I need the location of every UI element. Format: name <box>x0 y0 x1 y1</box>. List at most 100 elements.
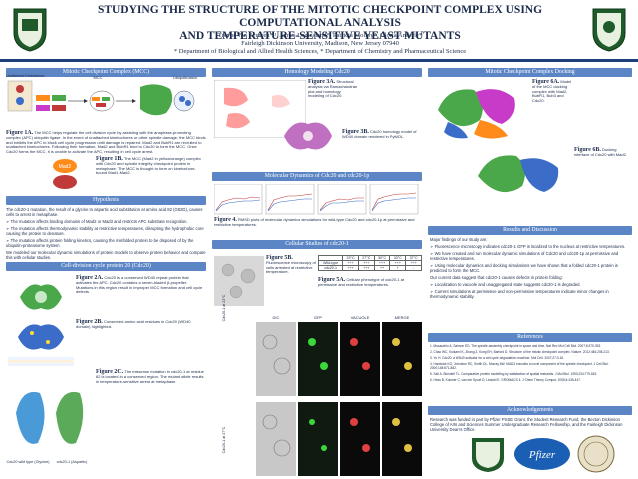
fdu-logo-ack <box>472 438 504 472</box>
micro-col-gfp: GFP <box>313 315 323 320</box>
reference-item: 6. Hess B, Kutzner C, van der Spoel D, L… <box>430 378 581 382</box>
results-f2: ➢ Current simulations at permissive and … <box>430 289 609 299</box>
figure-2a-structure <box>20 284 62 310</box>
section-header-mcc: Mitotic Checkpoint Complex (MCC) <box>6 68 206 77</box>
figure-3a-title: Figure 3A. <box>308 79 336 85</box>
mad2-label: Mad2 <box>59 164 72 170</box>
figure-6b-docking <box>478 155 559 193</box>
figure-6b-caption: Figure 6B. Docking interface of Cdc20 wi… <box>574 147 632 158</box>
section-header-results: Results and Discussion <box>428 226 632 235</box>
results-intro: Major findings of our study are: <box>430 237 488 242</box>
section-header-docking: Mitotic Checkpoint Complex Docking <box>428 68 632 77</box>
figure-2c-text: The missense mutation in cdc20-1 at resi… <box>96 369 204 384</box>
figure-5b-text: Fluorescence microscopy of cells arreste… <box>266 259 316 275</box>
label-mcc: MCC <box>93 75 103 80</box>
figure-2b-caption: Figure 2B. Conserved amino acid residues… <box>76 319 204 330</box>
table-cell: +++ <box>342 265 359 271</box>
pfizer-logo: Pfizer <box>514 438 570 470</box>
figure-2c-structures <box>16 391 84 444</box>
figure-2b-title: Figure 2B. <box>76 319 103 325</box>
reference-item: 5. Sali A, Blundell TL. Comparative prot… <box>430 372 598 376</box>
reference-item: 2. Chao WC, Kulkarni K, Zhang Z, Kong EH… <box>430 350 610 354</box>
label-unattached: Unattached Kinetochore <box>6 74 45 78</box>
poster-title: STUDYING THE STRUCTURE OF THE MITOTIC CH… <box>60 4 580 43</box>
section-header-ack: Acknowledgements <box>428 406 632 415</box>
university-logo-right <box>592 8 626 52</box>
figure-5a-title: Figure 5A. <box>318 277 346 283</box>
figure-1b-diagram: Mad2 <box>53 159 77 189</box>
reference-item: 4. Hardwick KG, Johnston RC, Smith DL, M… <box>430 362 609 370</box>
hypothesis-text: The cdc20-1 mutation, the result of a gl… <box>6 207 206 262</box>
figure-6a-docking <box>438 89 515 139</box>
results-1: ➢ Fluorescence microscopy indicates cdc2… <box>430 244 626 249</box>
hypothesis-2: ➢ The mutation affects thermodynamic sta… <box>6 226 204 236</box>
table-row: cdc20-1 +++ +++ ++ + - <box>317 265 422 271</box>
table-header-row: 23°C 27°C 30°C 33°C 37°C <box>317 255 422 261</box>
affiliation-2: * Department of Biological and Allied He… <box>173 48 467 55</box>
section-header-cellular: Cellular Studies of cdc20-1 <box>212 240 422 249</box>
strain-label-mutant: cdc20-1 (Aspartic) <box>56 460 88 464</box>
hypothesis-1: ➢ The mutation affects binding domains o… <box>6 219 188 224</box>
figure-1b-title: Figure 1B. <box>96 156 123 162</box>
label-ubiquitination: Ubiquitination <box>172 75 198 80</box>
reference-item: 3. Yu H. Cdc20: a WD40 activator for a c… <box>430 356 565 360</box>
figure-5a-text: Cellular phenotype of cdc20-1 at permiss… <box>318 277 404 287</box>
figure-3b-title: Figure 3B. <box>342 129 369 135</box>
table-cell: +++ <box>357 265 375 271</box>
figure-5b-cells <box>214 256 264 306</box>
figure-3b-model <box>284 122 332 150</box>
results-text: Major findings of our study are: ➢ Fluor… <box>430 237 630 301</box>
figure-4-caption: Figure 4. RMSD plots of molecular dynami… <box>214 217 420 228</box>
figure-3a-text: Structural analysis via Ramachandran plo… <box>308 79 358 99</box>
figure-2c-title: Figure 2C. <box>96 369 124 375</box>
mcc-pathway-diagram <box>7 80 195 116</box>
title-line-1: STUDYING THE STRUCTURE OF THE MITOTIC CH… <box>97 4 543 29</box>
hypothesis-closing: We modeled our molecular dynamic simulat… <box>6 250 206 260</box>
micro-col-vacuole: VACUOLE <box>350 315 370 320</box>
results-f1: ➢ Localization to vacuole and unaggregat… <box>430 282 581 287</box>
figure-3a-caption: Figure 3A. Structural analysis via Ramac… <box>308 79 358 99</box>
figure-3b-text: Cdc20 homology model of WD40 domain rend… <box>342 129 417 139</box>
results-future: Our current data suggest that cdc20-1 ca… <box>430 275 563 280</box>
figure-5b-title: Figure 5B. <box>266 255 293 261</box>
section-header-cdc20: Cell-division cycle protein 20 (Cdc20) <box>6 262 206 271</box>
figure-2c-caption: Figure 2C. The missense mutation in cdc2… <box>96 369 206 384</box>
micro-col-merge: MERGE <box>394 315 410 320</box>
figure-2a-caption: Figure 2A. Cdc20 is a conserved WD40 rep… <box>76 275 204 295</box>
figure-4-title: Figure 4. <box>214 217 237 223</box>
figure-1b-caption: Figure 1B. The MCC (Mad2 in yellow/orang… <box>96 156 204 176</box>
reference-item: 1. Musacchio A, Salmon ED. The spindle-a… <box>430 344 602 348</box>
sequence-alignment <box>8 357 74 367</box>
section-header-md: Molecular Dynamics of Cdc20 and cdc20-1p <box>212 172 422 181</box>
figure-4-rmsd-plots <box>214 184 419 215</box>
strain-label-wt: Cdc20 wild type (Glycine) <box>6 460 50 464</box>
authors: Trevor Van Eeuwen* ¹, James Loginsland*,… <box>217 32 423 39</box>
poster-header: STUDYING THE STRUCTURE OF THE MITOTIC CH… <box>0 0 638 62</box>
figure-4-text: RMSD plots of molecular dynamics simulat… <box>214 217 415 227</box>
figure-6b-title: Figure 6B. <box>574 147 601 153</box>
growth-table: 23°C 27°C 30°C 33°C 37°C Wild-type +++ +… <box>317 255 422 271</box>
figure-1a-text: The MCC helps regulate the cell division… <box>6 130 206 155</box>
title-line-2: AND TEMPERATURE-SENSITIVE YEAST MUTANTS <box>179 30 461 42</box>
hypothesis-3: ➢ The mutation affects protein folding k… <box>6 238 194 248</box>
affiliation-1: Fairleigh Dickinson University, Madison,… <box>241 40 399 47</box>
results-3: ➢ Using molecular dynamics and docking s… <box>430 263 618 273</box>
micro-row-23: Cdc20-1 at 23°C <box>222 294 226 322</box>
section-header-homology: Homology Modeling Cdc20 <box>212 68 422 77</box>
table-cell: cdc20-1 <box>317 265 344 271</box>
results-2: ➢ We have created and run molecular dyna… <box>430 251 619 261</box>
university-seal <box>577 435 615 473</box>
author-block: Trevor Van Eeuwen* ¹, James Loginsland*,… <box>60 32 580 56</box>
figure-2a-title: Figure 2A. <box>76 275 104 281</box>
micro-col-dic: DIC <box>272 315 280 320</box>
pfizer-logo-text: Pfizer <box>528 449 556 461</box>
references-list: 1. Musacchio A, Salmon ED. The spindle-a… <box>430 344 630 384</box>
micro-row-37: Cdc20-1 at 37°C <box>222 426 226 454</box>
figure-1a-title: Figure 1A. <box>6 130 34 136</box>
table-cell: + <box>389 265 407 271</box>
figure-3b-caption: Figure 3B. Cdc20 homology model of WD40 … <box>342 129 422 140</box>
figure-1b-text: The MCC (Mad2 in yellow/orange) complex … <box>96 156 201 176</box>
figure-6b-text: Docking interface of Cdc20 with Mad2. <box>574 147 627 157</box>
figure-2b-structure <box>18 324 64 350</box>
table-cell: - <box>405 265 422 271</box>
